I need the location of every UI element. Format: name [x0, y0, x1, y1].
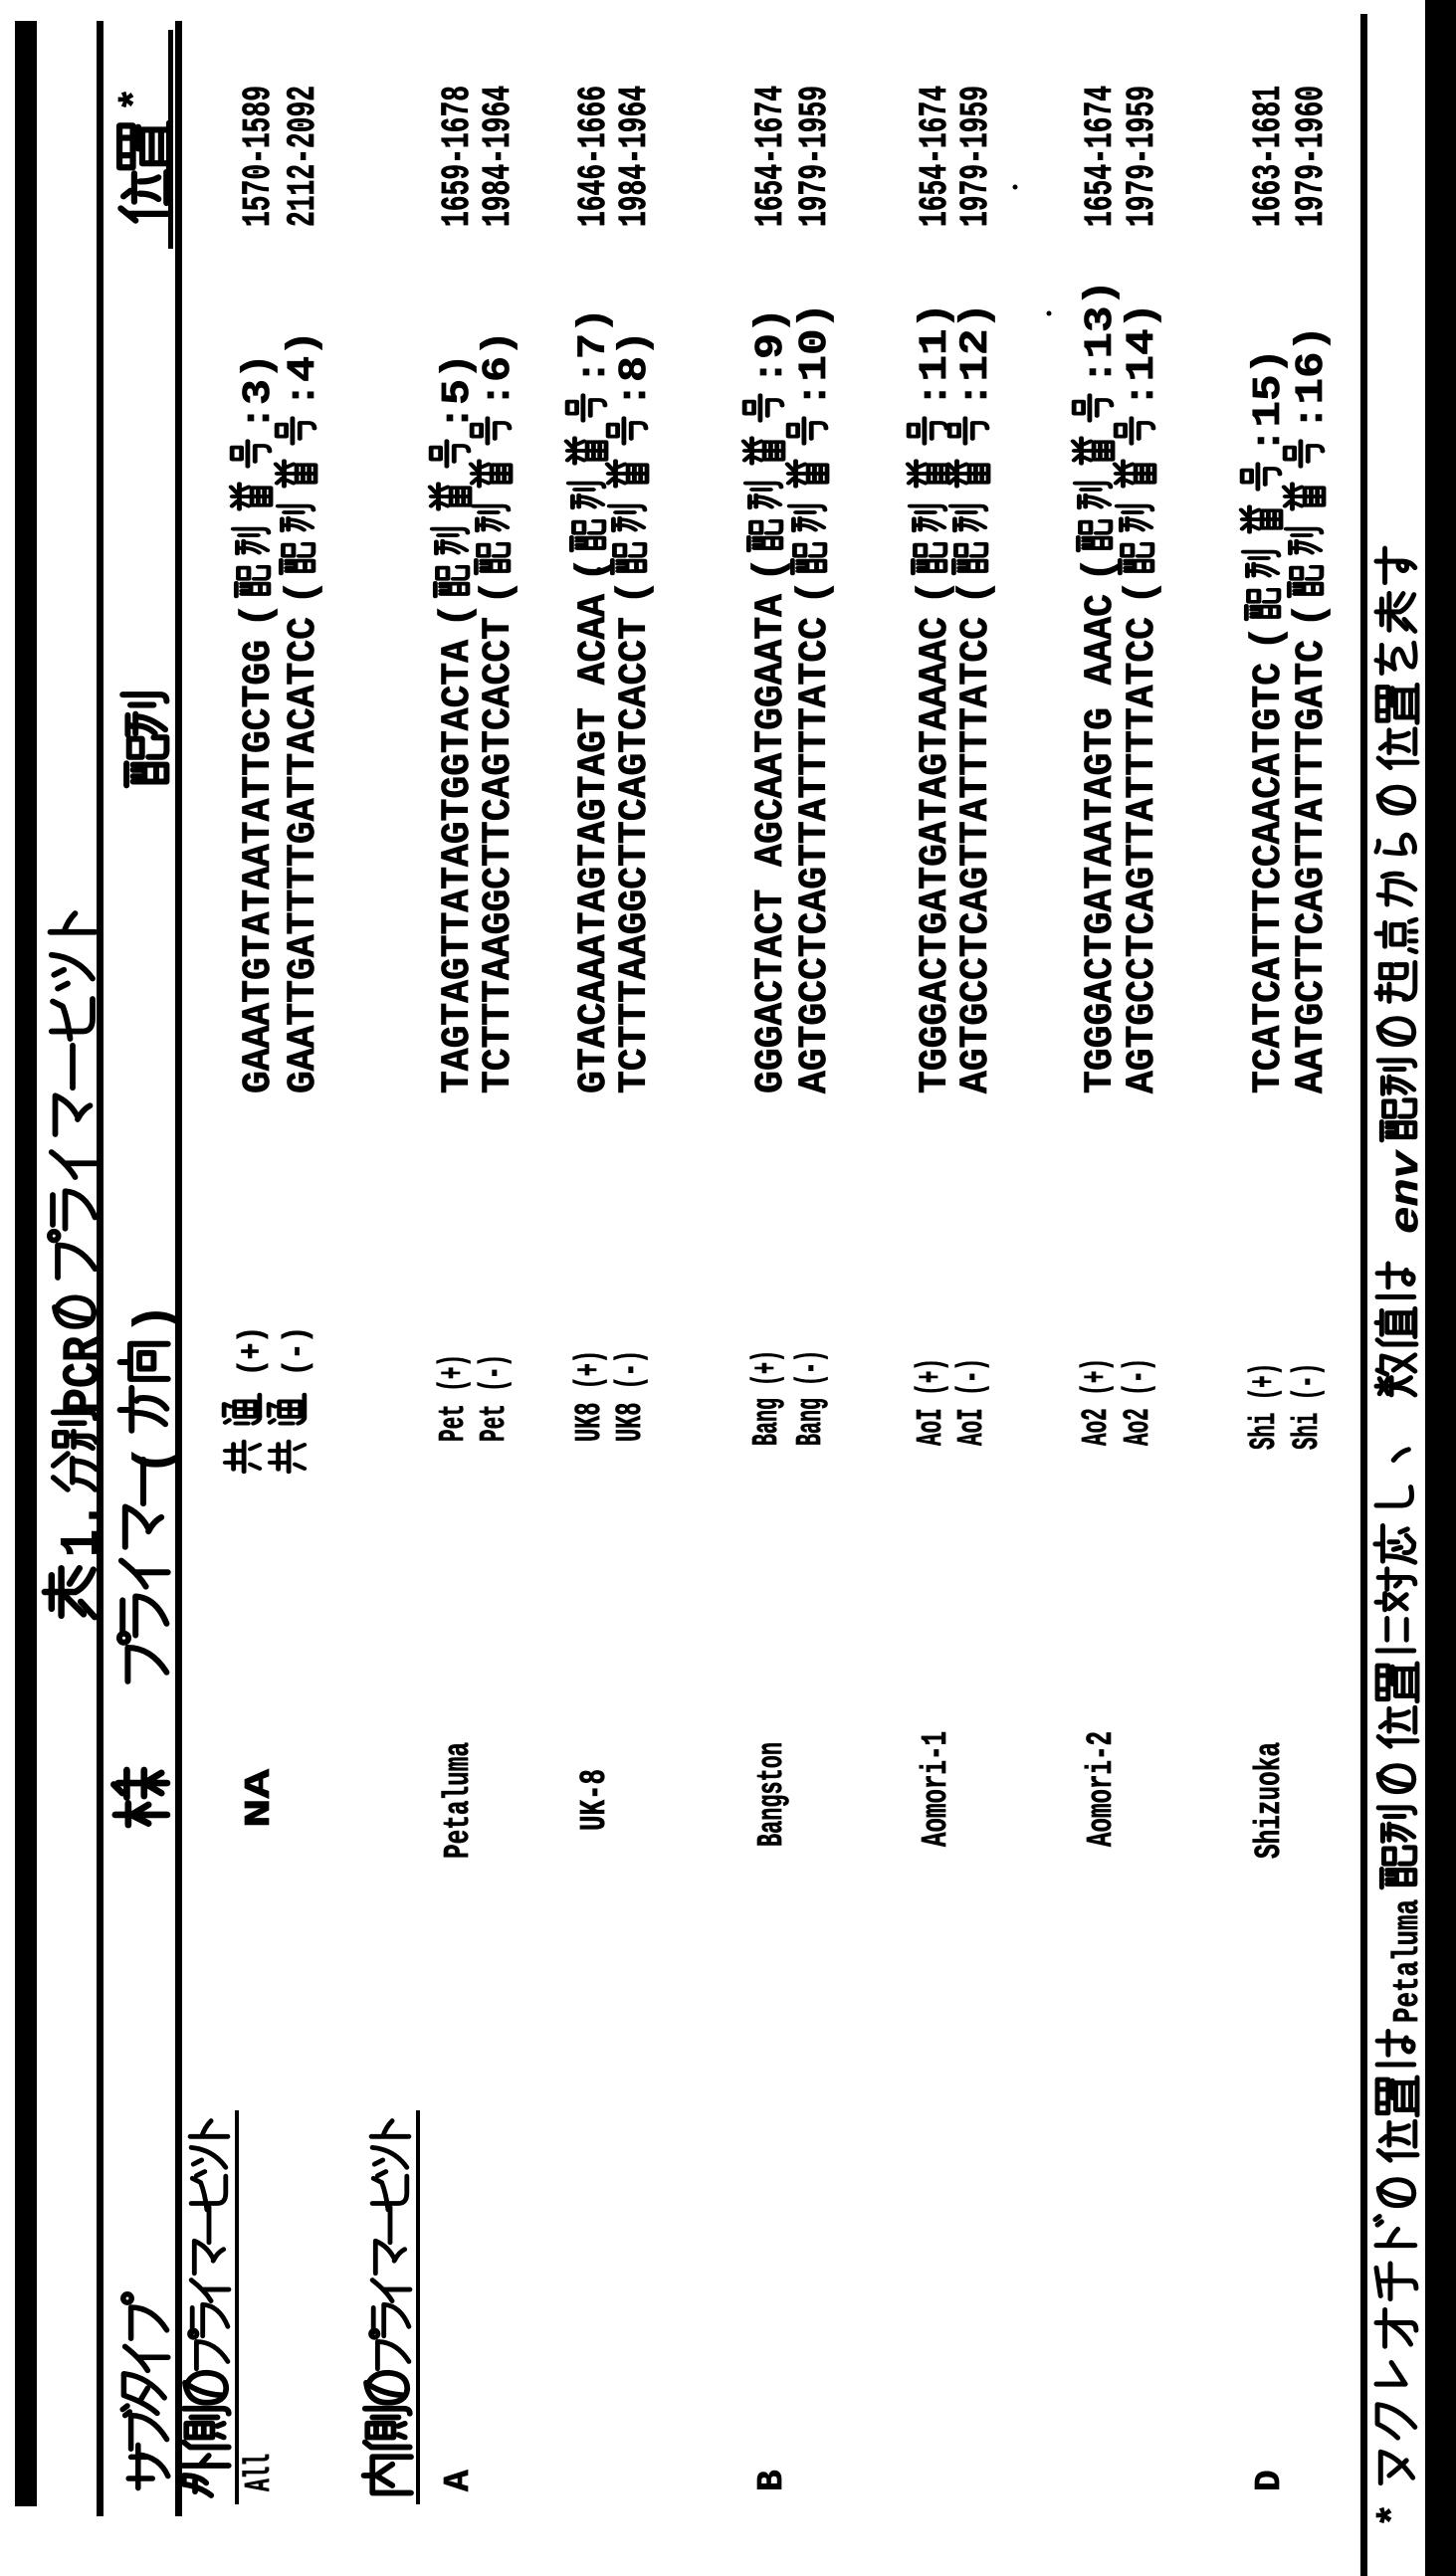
svg-text:D: D: [1249, 2470, 1290, 2491]
svg-text::8): :8): [613, 330, 658, 408]
svg-text:1663-1681: 1663-1681: [1247, 86, 1292, 227]
svg-text:TGGGACTGATGATAGTAAAAC: TGGGACTGATGATAGTAAAAC: [914, 617, 958, 1093]
svg-text:1659-1678: 1659-1678: [436, 86, 481, 227]
svg-text:(-): (-): [279, 1326, 315, 1376]
svg-text::12): :12): [954, 302, 999, 408]
svg-text:UK-8: UK-8: [574, 1769, 615, 1831]
svg-text:AGTGCCTCAGTTATTTTATCC: AGTGCCTCAGTTATTTTATCC: [954, 617, 999, 1093]
svg-text:TCATCATTTCCAACATGTC: TCATCATTTCCAACATGTC: [1247, 663, 1292, 1093]
svg-text:B: B: [751, 2470, 792, 2491]
svg-text:): ): [126, 1303, 185, 1334]
svg-text:AoI (+): AoI (+): [911, 1358, 951, 1446]
svg-text:All: All: [239, 2454, 280, 2491]
svg-text:Pet (-): Pet (-): [474, 1354, 515, 1442]
svg-text:Aomori-1: Aomori-1: [916, 1731, 956, 1847]
svg-text::9): :9): [749, 307, 794, 385]
svg-text::10): :10): [793, 302, 838, 408]
svg-text:(: (: [1287, 603, 1335, 628]
svg-text:NA: NA: [239, 1768, 280, 1828]
svg-text::14): :14): [1121, 302, 1165, 408]
svg-text:AoI (-): AoI (-): [951, 1358, 992, 1446]
svg-text:(: (: [1076, 557, 1124, 582]
svg-text:Bangston: Bangston: [751, 1742, 792, 1847]
svg-text:(: (: [790, 580, 838, 605]
svg-text:Ao2 (-): Ao2 (-): [1118, 1358, 1158, 1446]
svg-text:(: (: [610, 580, 658, 605]
svg-text:GTACAAATAGTAGTAGT ACAA: GTACAAATAGTAGTAGT ACAA: [572, 594, 617, 1093]
svg-text:*: *: [1373, 2503, 1418, 2527]
svg-text:UK8 (+): UK8 (+): [569, 1350, 610, 1442]
svg-text:AGTGCCTCAGTTATTTTATCC: AGTGCCTCAGTTATTTTATCC: [1121, 617, 1165, 1093]
svg-text:(: (: [569, 557, 617, 582]
svg-text::6): :6): [477, 330, 521, 408]
svg-text::7): :7): [572, 307, 617, 385]
svg-text:Bang (+): Bang (+): [746, 1350, 787, 1446]
svg-text:1984-1964: 1984-1964: [613, 86, 658, 227]
svg-text:Pet (+): Pet (+): [433, 1354, 474, 1442]
svg-text:1646-1666: 1646-1666: [572, 86, 617, 227]
svg-text:TAGTAGTTATAGTGGTACTA: TAGTAGTTATAGTGGTACTA: [436, 640, 481, 1093]
svg-text:(: (: [474, 580, 521, 605]
svg-text:(: (: [1118, 580, 1165, 605]
svg-text::16): :16): [1290, 325, 1335, 431]
svg-text:2112-2092: 2112-2092: [282, 86, 326, 227]
svg-text:1979-1959: 1979-1959: [1121, 86, 1165, 227]
svg-text:GGGACTACT AGCAATGGAATA: GGGACTACT AGCAATGGAATA: [749, 594, 794, 1093]
svg-text:(+): (+): [234, 1326, 271, 1376]
svg-text:(: (: [279, 580, 326, 605]
svg-text:TCTTTAAGGCTTCAGTCACCT: TCTTTAAGGCTTCAGTCACCT: [477, 617, 521, 1093]
svg-text:1979-1960: 1979-1960: [1290, 86, 1335, 227]
svg-text:(: (: [234, 603, 282, 628]
svg-text:GAAATGTATAATATTGCTGG: GAAATGTATAATATTGCTGG: [237, 640, 282, 1093]
svg-text::11): :11): [914, 302, 958, 408]
svg-text:1570-1589: 1570-1589: [237, 86, 282, 227]
svg-text:TGGGACTGATAATAGTG AAAC: TGGGACTGATAATAGTG AAAC: [1079, 594, 1124, 1093]
svg-text:(: (: [1244, 626, 1292, 651]
svg-text:TCTTTAAGGCTTCAGTCACCT: TCTTTAAGGCTTCAGTCACCT: [613, 617, 658, 1093]
svg-text:Bang (-): Bang (-): [790, 1350, 831, 1446]
svg-text:(: (: [433, 603, 481, 628]
svg-text::4): :4): [282, 330, 326, 408]
svg-text:1654-1674: 1654-1674: [1079, 86, 1124, 227]
svg-text:Petaluma: Petaluma: [1387, 1899, 1428, 2023]
svg-text:1979-1959: 1979-1959: [954, 86, 999, 227]
svg-text::13): :13): [1079, 280, 1124, 385]
svg-text:(: (: [126, 1445, 185, 1476]
svg-text::3): :3): [237, 353, 282, 431]
svg-text:Ao2 (+): Ao2 (+): [1076, 1358, 1117, 1446]
svg-text:PCR: PCR: [55, 1335, 113, 1414]
svg-text:1979-1959: 1979-1959: [793, 86, 838, 227]
svg-text:(: (: [746, 557, 794, 582]
svg-text:1654-1674: 1654-1674: [914, 86, 958, 227]
svg-text:*: *: [115, 88, 160, 111]
svg-text:env: env: [1385, 1149, 1430, 1234]
svg-text::5): :5): [436, 353, 481, 431]
svg-text:GAATTGATTTTGATTACATCC: GAATTGATTTTGATTACATCC: [282, 617, 326, 1093]
svg-text:Shi (+): Shi (+): [1244, 1363, 1285, 1450]
svg-text:AATGCTTCAGTTATTTGATC: AATGCTTCAGTTATTTGATC: [1290, 640, 1335, 1093]
svg-text:Petaluma: Petaluma: [438, 1742, 479, 1859]
svg-text:A: A: [438, 2470, 479, 2491]
svg-text:Shizuoka: Shizuoka: [1249, 1742, 1290, 1859]
svg-text:AGTGCCTCAGTTATTTTATCC: AGTGCCTCAGTTATTTTATCC: [793, 617, 838, 1093]
svg-text:(: (: [911, 580, 958, 605]
svg-text:(: (: [951, 580, 999, 605]
svg-text:1984-1964: 1984-1964: [477, 86, 521, 227]
svg-text:Aomori-2: Aomori-2: [1081, 1731, 1122, 1847]
svg-text:UK8 (-): UK8 (-): [610, 1350, 651, 1442]
svg-text::15): :15): [1247, 348, 1292, 454]
svg-text:1.: 1.: [51, 1501, 114, 1557]
svg-text:Shi (-): Shi (-): [1287, 1363, 1328, 1450]
svg-text:1654-1674: 1654-1674: [749, 86, 794, 227]
